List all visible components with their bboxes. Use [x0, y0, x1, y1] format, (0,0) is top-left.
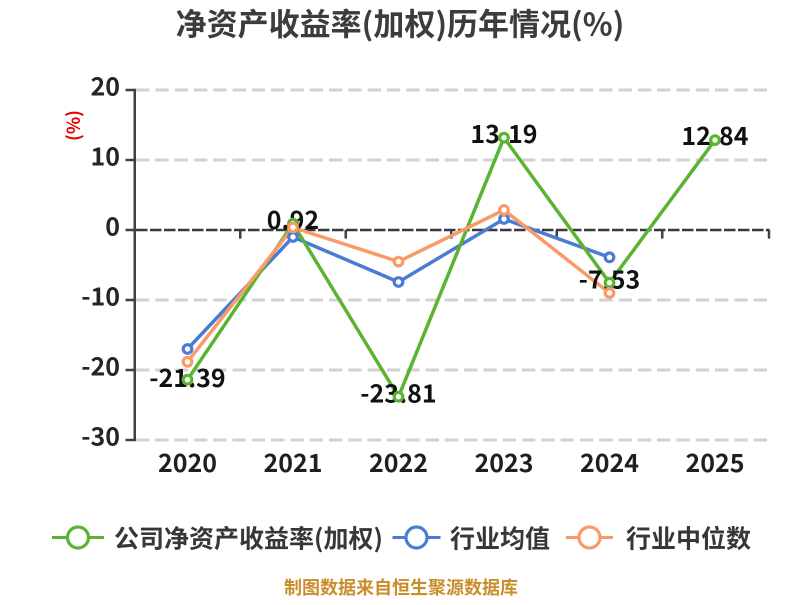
svg-text:2021: 2021 — [263, 444, 322, 480]
svg-text:2020: 2020 — [158, 444, 217, 480]
svg-text:2024: 2024 — [580, 444, 639, 480]
svg-text:净资产收益率(加权)历年情况(%): 净资产收益率(加权)历年情况(%) — [176, 0, 625, 45]
svg-text:2023: 2023 — [474, 444, 533, 480]
svg-text:2022: 2022 — [369, 444, 428, 480]
svg-text:0: 0 — [105, 208, 120, 244]
svg-text:2025: 2025 — [685, 444, 744, 480]
svg-text:10: 10 — [90, 138, 120, 174]
svg-text:制图数据来自恒生聚源数据库: 制图数据来自恒生聚源数据库 — [284, 574, 518, 600]
svg-text:-30: -30 — [81, 418, 120, 454]
svg-text:公司净资产收益率(加权): 公司净资产收益率(加权) — [114, 520, 383, 556]
svg-text:行业中位数: 行业中位数 — [626, 520, 751, 556]
svg-text:20: 20 — [90, 68, 120, 104]
svg-text:-20: -20 — [81, 348, 120, 384]
svg-text:行业均值: 行业均值 — [450, 520, 550, 556]
svg-text:(%): (%) — [60, 110, 86, 141]
svg-text:-10: -10 — [81, 278, 120, 314]
